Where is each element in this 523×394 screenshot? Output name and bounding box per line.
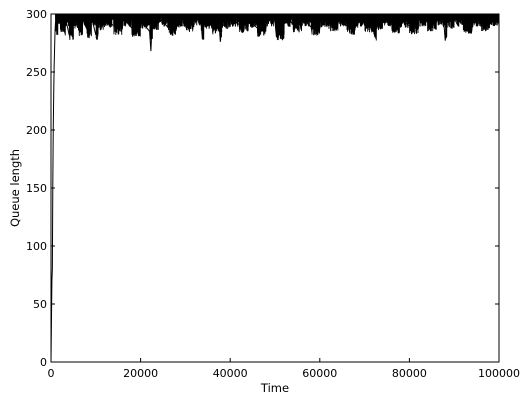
y-tick-label: 150	[26, 182, 47, 195]
y-tick-label: 300	[26, 8, 47, 21]
x-tick-label: 80000	[392, 367, 427, 380]
series-jitter	[55, 13, 500, 41]
y-tick-label: 250	[26, 66, 47, 79]
axis-ticks: 0 20000 40000 60000 80000 100000 0 50 100 150 200 2…	[26, 8, 520, 380]
plot-area	[50, 13, 500, 363]
x-axis-label: Time	[260, 381, 289, 394]
x-tick-label: 100000	[478, 367, 520, 380]
x-tick-label: 20000	[123, 367, 158, 380]
x-tick-label: 0	[48, 367, 55, 380]
y-tick-label: 200	[26, 124, 47, 137]
x-tick-label: 60000	[302, 367, 337, 380]
plot-frame	[50, 13, 500, 363]
y-tick-label: 100	[26, 240, 47, 253]
x-tick-label: 40000	[213, 367, 248, 380]
y-tick-label: 50	[33, 298, 47, 311]
y-axis-label: Queue length	[8, 149, 22, 227]
y-tick-label: 0	[40, 356, 47, 369]
series-line	[50, 14, 500, 363]
